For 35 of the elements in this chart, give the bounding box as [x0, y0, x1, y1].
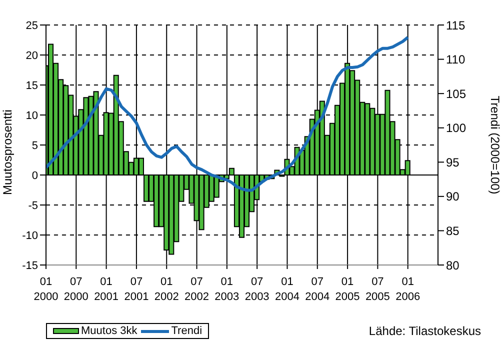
y-tick-label: 10: [26, 110, 38, 122]
y2-tick-label: 100: [446, 121, 466, 136]
y2-tick-label: 110: [446, 52, 466, 67]
x-tick-label: 01 2004: [274, 276, 300, 303]
y-tick-label: 15: [26, 80, 38, 92]
y-tick-label: 25: [26, 20, 38, 32]
y-tick-label: 20: [26, 50, 38, 62]
y2-tick-label: 105: [446, 86, 466, 101]
y2-tick-label: 115: [446, 18, 466, 32]
x-tick-label: 07 2004: [305, 276, 330, 303]
x-tick-label: 07 2002: [184, 276, 210, 303]
text: Lähde: Tilastokeskus: [368, 324, 481, 338]
x-tick-label: 01 2005: [335, 276, 360, 303]
y2-tick-label: 85: [446, 224, 460, 238]
y2-tick-label: 95: [446, 155, 460, 170]
y-tick-label: -15: [22, 260, 38, 272]
x-tick-label: 01 2001: [94, 276, 119, 303]
y-tick-label: 0: [32, 170, 38, 182]
x-tick-label: 07 2005: [365, 276, 390, 303]
y2-tick-label: 80: [446, 258, 460, 272]
y-tick-label: -5: [28, 200, 38, 212]
x-tick-label: 01 2000: [34, 276, 58, 303]
x-tick-label: 01 2006: [396, 276, 420, 303]
y-axis-title: Muutosprosentti: [0, 110, 14, 195]
x-tick-label: 07 2001: [124, 276, 149, 303]
y2-tick-label: 90: [446, 190, 460, 204]
y-tick-label: 5: [32, 140, 38, 152]
x-tick-label: 07 2003: [244, 276, 270, 303]
x-tick-label: 07 2000: [64, 276, 88, 303]
y-tick-label: -10: [22, 230, 38, 242]
x-tick-label: 01 2003: [214, 276, 240, 303]
y2-axis-title: Trendi (2000=100): [488, 96, 502, 194]
x-tick-label: 01 2002: [154, 276, 179, 303]
legend-label: Muutos 3kk: [81, 325, 138, 337]
legend-label: Trendi: [171, 325, 202, 337]
